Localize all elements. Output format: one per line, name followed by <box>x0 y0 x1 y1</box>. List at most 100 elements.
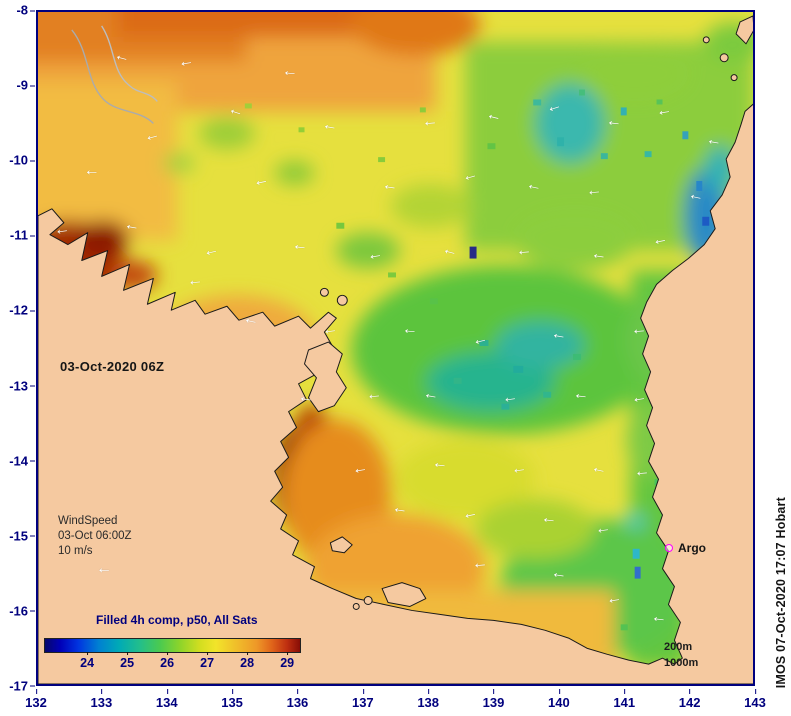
wind-arrow-icon: ← <box>572 385 591 404</box>
wind-arrow-icon: ← <box>83 162 100 180</box>
x-tick-label: 143 <box>744 689 766 710</box>
island-small-7 <box>702 36 710 44</box>
y-tick-label: -12 <box>9 302 35 318</box>
island-small-5 <box>719 53 729 63</box>
wind-arrow-icon: ← <box>705 130 724 151</box>
wind-arrow-icon: ← <box>186 271 205 290</box>
wind-arrow-icon: ← <box>321 115 340 136</box>
wind-arrow-icon: ← <box>540 508 559 528</box>
wind-arrow-icon: ← <box>390 499 409 519</box>
wind-arrow-icon: ← <box>421 111 439 131</box>
x-tick-label: 138 <box>417 689 440 710</box>
wind-arrow-icon: ← <box>421 384 441 405</box>
wind-arrow-icon: ← <box>176 51 196 71</box>
colorbar-title: Filled 4h comp, p50, All Sats <box>96 613 258 627</box>
wind-arrow-icon: ← <box>321 319 340 339</box>
wind-arrow-icon: ← <box>431 454 449 474</box>
y-tick-label: -8 <box>16 2 35 18</box>
wind-arrow-icon: ← <box>543 95 565 117</box>
wind-arrow-icon: ← <box>380 176 399 196</box>
wind-arrow-icon: ← <box>633 462 651 481</box>
wind-arrow-icon: ← <box>584 180 603 200</box>
wind-legend-arrow-icon: ← <box>96 560 112 577</box>
x-tick-label: 137 <box>351 689 374 710</box>
wind-arrow-icon: ← <box>460 503 480 524</box>
wind-legend-time: 03-Oct 06:00Z <box>58 530 132 542</box>
island-small-1 <box>336 294 348 306</box>
y-axis-tick-labels: -8 -9 -10 -11 -12 -13 -14 -15 -16 -17 <box>0 3 36 693</box>
wind-arrow-icon: ← <box>650 230 670 250</box>
colorbar-tick-label: 27 <box>200 652 215 670</box>
wind-arrow-icon: ← <box>510 458 529 478</box>
wind-arrow-icon: ← <box>604 111 623 131</box>
wind-arrow-icon: ← <box>589 245 608 265</box>
island-small-6 <box>730 74 738 82</box>
map-plot: ← ← ← ← ← ← ← ← ← ← ← ← ← ← ← ← ← ← ← ← ← ← ← ← ← ← ← ← ← ← ← ← ← ← ← ← ← ← ← ←… <box>36 10 755 686</box>
wind-arrow-icon: ← <box>297 388 316 408</box>
y-tick-label: -17 <box>9 678 35 694</box>
wind-arrow-icon: ← <box>440 239 460 261</box>
wind-arrow-icon: ← <box>484 105 505 126</box>
wind-arrow-icon: ← <box>201 239 221 261</box>
land-layer <box>38 15 753 684</box>
island-torres <box>735 15 753 45</box>
y-tick-label: -15 <box>9 528 35 544</box>
x-tick-label: 133 <box>90 689 113 710</box>
x-tick-label: 140 <box>548 689 570 710</box>
wind-arrow-icon: ← <box>589 458 609 479</box>
wind-arrow-icon: ← <box>654 101 673 121</box>
wind-arrows-layer: ← ← ← ← ← ← ← ← ← ← ← ← ← ← ← ← ← ← ← ← ← ← ← ← ← ← ← ← ← ← ← ← ← ← ← ← ← ← ← ←… <box>38 12 753 684</box>
x-tick-label: 134 <box>155 689 178 710</box>
wind-arrow-icon: ← <box>629 320 648 339</box>
wind-arrow-icon: ← <box>52 220 71 240</box>
island-groote <box>304 341 347 413</box>
wind-arrow-icon: ← <box>241 309 261 330</box>
wind-arrow-icon: ← <box>365 385 383 404</box>
wind-arrow-icon: ← <box>593 519 612 539</box>
x-tick-label: 139 <box>482 689 505 710</box>
wind-arrow-icon: ← <box>122 215 142 235</box>
x-tick-label: 135 <box>221 689 243 710</box>
wind-legend-title: WindSpeed <box>58 515 118 527</box>
colorbar-ticks: 24 25 26 27 28 29 <box>44 652 299 671</box>
island-small-3 <box>363 596 373 605</box>
colorbar-tick-label: 25 <box>120 652 135 670</box>
y-tick-label: -16 <box>9 603 35 619</box>
x-tick-label: 132 <box>25 689 47 710</box>
contour-label-200m: 200m <box>664 641 693 653</box>
contour-labels: 200m 1000m <box>664 639 698 671</box>
wind-arrow-icon: ← <box>500 388 519 408</box>
wind-arrow-icon: ← <box>365 244 385 265</box>
wind-arrow-icon: ← <box>225 100 247 122</box>
island-small-2 <box>319 287 329 297</box>
wind-arrow-icon: ← <box>141 125 162 147</box>
y-tick-label: -13 <box>9 378 35 394</box>
island-pellew <box>329 536 353 554</box>
colorbar-tick-label: 24 <box>80 652 95 670</box>
argo-marker-group: Argo <box>665 541 706 555</box>
wind-arrow-icon: ← <box>281 62 300 81</box>
wind-arrow-icon: ← <box>549 324 569 345</box>
wind-arrow-icon: ← <box>471 554 489 573</box>
wind-arrow-icon: ← <box>649 608 668 627</box>
x-axis-tick-labels: 132 133 134 135 136 137 138 139 140 141 142 143 <box>25 689 766 713</box>
date-label: 03-Oct-2020 06Z <box>60 359 165 374</box>
colorbar-tick-label: 29 <box>280 652 295 670</box>
bathymetry-contour-lines <box>71 25 158 124</box>
wind-arrow-icon: ← <box>604 588 623 608</box>
wind-arrow-icon: ← <box>629 388 648 408</box>
wind-arrow-icon: ← <box>524 175 544 196</box>
wind-arrow-icon: ← <box>469 329 490 350</box>
colorbar-tick-label: 28 <box>240 652 255 670</box>
argo-marker-icon <box>665 544 673 552</box>
y-tick-label: -10 <box>9 152 35 168</box>
wind-arrow-icon: ← <box>550 563 569 583</box>
sst-field-svg <box>38 12 753 684</box>
x-tick-label: 141 <box>613 689 636 710</box>
island-mornington <box>381 582 427 607</box>
colorbar-tick-label: 26 <box>160 652 175 670</box>
argo-label: Argo <box>678 541 706 555</box>
wind-arrow-icon: ← <box>515 240 533 260</box>
wind-arrow-icon: ← <box>111 46 132 67</box>
